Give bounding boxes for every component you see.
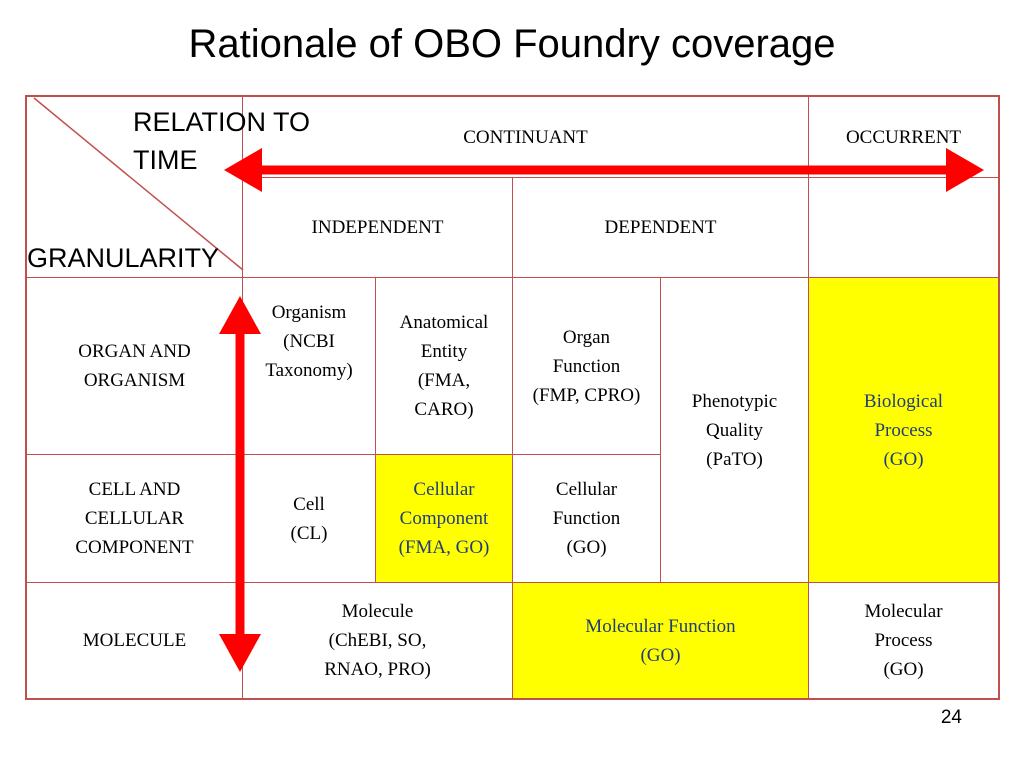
cell-molecular-process: Molecular Process (GO) xyxy=(864,601,943,680)
cell-molecule: Molecule (ChEBI, SO, RNAO, PRO) xyxy=(243,583,513,698)
slide-title: Rationale of OBO Foundry coverage xyxy=(188,22,836,66)
corner-diagonal-line xyxy=(33,97,244,271)
header-continuant: CONTINUANT xyxy=(243,97,809,178)
coverage-table: CONTINUANT OCCURRENT INDEPENDENT DEPENDE… xyxy=(25,95,1000,700)
cell-molecular-function: Molecular Function (GO) xyxy=(513,583,809,698)
row-cell-and-cellular-component: CELL AND CELLULAR COMPONENT xyxy=(27,455,243,583)
cell-organ-function: Organ Function (FMP, CPRO) xyxy=(513,278,661,455)
relation-to-time-label: RELATION TO TIME xyxy=(133,107,311,175)
granularity-label: GRANULARITY xyxy=(27,243,220,273)
header-dependent: DEPENDENT xyxy=(513,178,809,278)
cell-cellular-function: Cellular Function (GO) xyxy=(513,455,661,583)
page-number: 24 xyxy=(940,707,962,728)
cell-cell: Cell (CL) xyxy=(243,455,376,583)
cell-anatomical-entity: Anatomical Entity (FMA, CARO) xyxy=(376,278,513,455)
corner-cell xyxy=(27,97,243,278)
granularity-double-arrow xyxy=(219,296,261,672)
row-organ-and-organism: ORGAN AND ORGANISM xyxy=(27,278,243,455)
header-occurrent: OCCURRENT xyxy=(809,97,998,178)
cell-phenotypic-quality: Phenotypic Quality (PaTO) xyxy=(661,278,809,583)
time-double-arrow xyxy=(224,148,984,192)
header-independent: INDEPENDENT xyxy=(243,178,513,278)
cell-biological-process: Biological Process (GO) xyxy=(809,278,998,583)
header-occurrent-blank xyxy=(809,178,998,278)
cell-cellular-component: Cellular Component (FMA, GO) xyxy=(376,455,513,583)
cell-organism: Organism (NCBI Taxonomy) xyxy=(243,278,376,455)
